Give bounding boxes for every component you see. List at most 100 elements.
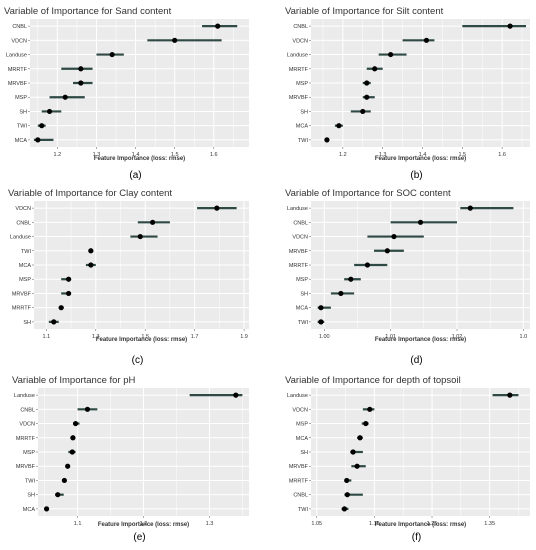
x-axis-label: Feature Importance (loss: rmse) <box>98 522 189 528</box>
y-tick-label: MRRTF <box>8 67 28 73</box>
x-tick-label: 1.0 <box>520 334 528 340</box>
x-tick-label: 1.15 <box>369 521 380 527</box>
chart-panel-e: Variable of Importance for pH Landuse CNBL… <box>12 375 249 543</box>
y-tick-label: MRVBF <box>289 95 309 101</box>
y-tick-label: MSP <box>15 95 27 101</box>
importance-point <box>51 319 57 325</box>
x-tick-label: 1.02 <box>452 334 463 340</box>
importance-point <box>88 262 94 268</box>
x-tick-label: 1.3 <box>92 334 100 340</box>
x-tick-label: 1.2 <box>54 152 62 158</box>
importance-point <box>348 276 354 282</box>
chart-panel-f: Variable of Importance for depth of tops… <box>285 375 530 543</box>
importance-point <box>72 420 79 427</box>
chart-title: Variable of Importance for Sand content <box>4 6 172 17</box>
y-tick-label: Landuse <box>287 206 308 212</box>
x-tick-label: 1.35 <box>484 521 495 527</box>
y-tick-label: VDCN <box>19 422 35 428</box>
importance-point <box>344 492 350 498</box>
importance-point <box>364 262 371 268</box>
importance-point <box>172 37 178 43</box>
x-tick-label: 1.3 <box>379 152 387 158</box>
importance-point <box>350 449 356 455</box>
importance-point <box>70 435 76 441</box>
importance-point <box>467 205 473 211</box>
y-tick-label: MRVBF <box>289 249 309 255</box>
x-tick-label: 1.01 <box>385 334 396 340</box>
importance-point <box>417 219 424 225</box>
y-tick-label: CNBL <box>293 24 308 30</box>
y-tick-label: MRVBF <box>12 291 32 297</box>
y-tick-label: CNBL <box>293 493 308 499</box>
chart-title: Variable of Importance for Clay content <box>8 188 172 199</box>
chart-panel-d: Variable of Importance for SOC content La… <box>285 188 530 366</box>
importance-point <box>46 108 53 115</box>
x-tick-label: 1.7 <box>191 334 199 340</box>
importance-point <box>65 463 71 469</box>
importance-point <box>43 506 50 512</box>
y-tick-label: SH <box>19 109 27 115</box>
y-tick-label: MSP <box>23 450 35 456</box>
importance-point <box>338 290 344 297</box>
importance-point <box>388 51 394 58</box>
x-tick-label: 1.4 <box>132 152 140 158</box>
x-axis-label: Feature Importance (loss: rmse) <box>375 522 466 528</box>
importance-point <box>65 290 72 297</box>
chart-panel-a: Variable of Importance for Sand content C… <box>4 6 249 181</box>
y-tick-label: VDCN <box>292 235 308 241</box>
y-tick-label: SH <box>27 493 35 499</box>
y-tick-label: VDCN <box>11 38 27 44</box>
importance-point <box>39 123 45 129</box>
importance-point <box>35 137 41 143</box>
importance-point <box>69 449 75 455</box>
importance-point <box>84 406 91 412</box>
x-tick-label: 1.5 <box>141 334 149 340</box>
chart-panel-b: Variable of Importance for Silt content C… <box>285 6 530 181</box>
y-tick-label: Landuse <box>10 235 31 241</box>
importance-point <box>344 477 350 484</box>
y-tick-label: SH <box>300 109 308 115</box>
x-tick-label: 1.6 <box>210 152 218 158</box>
y-tick-label: MRRTF <box>289 263 309 269</box>
x-axis-label: Feature Importance (loss: rmse) <box>94 156 185 162</box>
y-tick-label: MRRTF <box>289 478 309 484</box>
x-axis-label: Feature Importance (loss: rmse) <box>375 337 466 343</box>
x-tick-label: 1.3 <box>206 521 214 527</box>
y-tick-label: MRVBF <box>8 81 28 87</box>
importance-point <box>391 233 397 240</box>
y-tick-label: MCA <box>23 507 36 513</box>
importance-point <box>318 305 324 311</box>
chart-panel-c: Variable of Importance for Clay content V… <box>8 188 249 366</box>
x-tick-label: 1.5 <box>458 152 466 158</box>
importance-point <box>341 506 348 512</box>
importance-point <box>384 248 390 254</box>
importance-point <box>233 392 239 398</box>
importance-point <box>109 51 115 58</box>
y-tick-label: CNBL <box>293 220 308 226</box>
importance-point <box>367 406 373 412</box>
y-tick-label: SH <box>23 320 31 326</box>
x-tick-label: 1.1 <box>43 334 51 340</box>
importance-point <box>360 108 366 115</box>
importance-point <box>364 94 370 100</box>
y-tick-label: VDCN <box>292 38 308 44</box>
y-tick-label: MSP <box>19 277 31 283</box>
importance-point <box>137 233 143 240</box>
y-tick-label: VDCN <box>292 407 308 413</box>
y-tick-label: Landuse <box>6 53 27 59</box>
y-tick-label: MRVBF <box>289 464 309 470</box>
y-tick-label: MCA <box>296 436 309 442</box>
importance-point <box>150 219 156 225</box>
y-tick-label: CNBL <box>12 24 27 30</box>
chart-title: Variable of Importance for Silt content <box>285 6 444 17</box>
y-tick-label: Landuse <box>287 393 308 399</box>
panel-label: (f) <box>412 532 421 543</box>
x-tick-label: 1.1 <box>74 521 82 527</box>
importance-point <box>336 123 342 129</box>
importance-point <box>364 80 370 86</box>
importance-point <box>357 435 363 441</box>
importance-point <box>507 23 513 29</box>
importance-point <box>58 305 64 311</box>
y-tick-label: TWI <box>17 124 28 130</box>
